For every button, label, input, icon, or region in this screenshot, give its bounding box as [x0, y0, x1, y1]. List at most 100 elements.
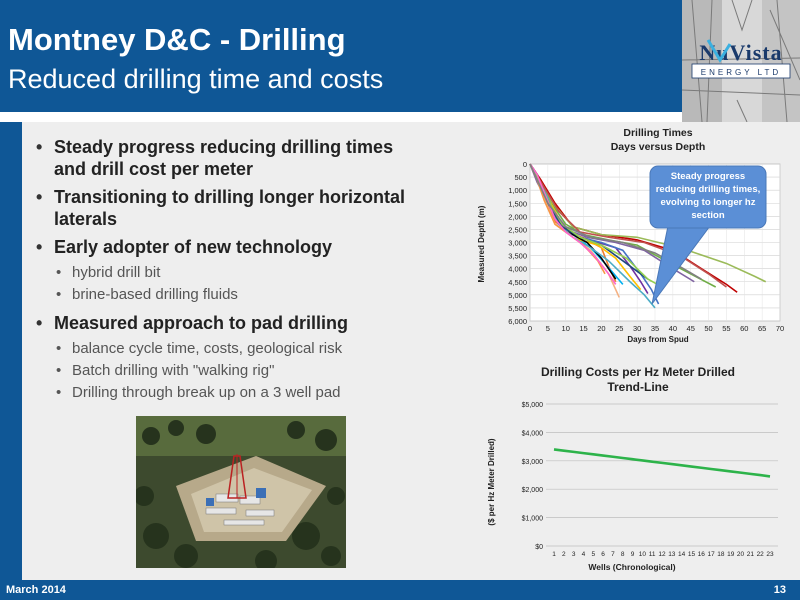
y-axis-ticks: 0 500 1,000 1,500 2,000 2,500 3,000 3,500 4,000 4… — [508, 160, 527, 326]
drilling-costs-chart: Drilling Costs per Hz Meter Drilled Tren… — [487, 365, 778, 572]
x-tick-label: 1 — [552, 551, 556, 558]
y-tick-label: 0 — [523, 160, 527, 169]
y-tick-label: 500 — [514, 173, 527, 182]
x-tick-label: 3 — [572, 551, 576, 558]
logo-background-photo — [682, 0, 800, 122]
sub-bullet-item: Batch drilling with "walking rig" — [54, 360, 416, 382]
y-tick-label: $5,000 — [522, 402, 544, 409]
x-tick-label: 13 — [668, 551, 676, 558]
x-tick-label: 70 — [776, 324, 784, 333]
x-tick-label: 14 — [678, 551, 686, 558]
slide-title: Montney D&C - Drilling — [8, 22, 346, 57]
y-tick-label: $1,000 — [522, 516, 544, 523]
page-number: 13 — [773, 584, 786, 596]
sub-bullet-item: brine-based drilling fluids — [54, 284, 416, 306]
left-accent-bar — [0, 122, 22, 580]
y-tick-label: $0 — [535, 544, 543, 551]
x-axis-ticks: 1 2 3 4 5 6 7 8 9 10 11 12 13 14 15 16 17 18 19 20 21 22 23 — [552, 551, 774, 558]
footer-date: March 2014 — [6, 584, 66, 596]
x-tick-label: 20 — [597, 324, 605, 333]
y-tick-label: $4,000 — [522, 430, 544, 437]
x-tick-label: 55 — [722, 324, 730, 333]
y-axis-ticks: $0 $1,000 $2,000 $3,000 $4,000 $5,000 — [522, 402, 544, 551]
chart-grid — [546, 403, 778, 547]
x-axis-label: Wells (Chronological) — [588, 562, 675, 572]
x-tick-label: 22 — [757, 551, 765, 558]
sub-bullet-list: balance cycle time, costs, geological ri… — [54, 338, 416, 404]
trend-line — [553, 448, 771, 478]
y-tick-label: 3,500 — [508, 252, 527, 261]
x-tick-label: 18 — [717, 551, 725, 558]
x-tick-label: 20 — [737, 551, 745, 558]
slide-subtitle: Reduced drilling time and costs — [8, 64, 384, 94]
x-tick-label: 25 — [615, 324, 623, 333]
x-tick-label: 11 — [649, 551, 656, 558]
series-line — [529, 163, 738, 293]
x-tick-label: 10 — [639, 551, 647, 558]
x-tick-label: 15 — [688, 551, 696, 558]
x-tick-label: 50 — [704, 324, 712, 333]
x-tick-label: 16 — [698, 551, 706, 558]
x-tick-label: 17 — [707, 551, 715, 558]
x-tick-label: 9 — [631, 551, 635, 558]
bullet-item: Measured approach to pad drilling balanc… — [36, 312, 416, 404]
annotation-callout: Steady progress reducing drilling times,… — [649, 165, 767, 305]
logo-tagline: ENERGY LTD — [701, 68, 781, 77]
x-axis-ticks: 0 5 10 15 20 25 30 35 40 45 50 55 60 65 70 — [528, 324, 784, 333]
x-tick-label: 45 — [687, 324, 695, 333]
x-tick-label: 0 — [528, 324, 532, 333]
logo-name: NuVista — [699, 40, 782, 65]
chart-title: Drilling Costs per Hz Meter Drilled — [541, 365, 735, 379]
logo-wordmark: NuVista ENERGY LTD — [691, 39, 791, 79]
bullet-text: Transitioning to drilling longer horizon… — [54, 187, 405, 229]
bullet-item: Early adopter of new technology hybrid d… — [36, 236, 416, 306]
drilling-times-chart: Drilling Times Days versus Depth 05001,0… — [477, 127, 784, 344]
series-line — [529, 163, 617, 285]
x-tick-label: 15 — [579, 324, 587, 333]
series-line — [529, 163, 727, 288]
x-tick-label: 10 — [562, 324, 570, 333]
y-tick-label: 5,500 — [508, 304, 527, 313]
bullet-text: Measured approach to pad drilling — [54, 313, 349, 333]
sub-bullet-item: hybrid drill bit — [54, 262, 416, 284]
bullet-item: Transitioning to drilling longer horizon… — [36, 186, 416, 230]
y-tick-label: 4,500 — [508, 278, 527, 287]
y-axis-label: Measured Depth (m) — [477, 205, 486, 282]
x-tick-label: 23 — [766, 551, 774, 558]
sub-bullet-item: balance cycle time, costs, geological ri… — [54, 338, 416, 360]
y-tick-label: 5,000 — [508, 291, 527, 300]
x-tick-label: 30 — [633, 324, 641, 333]
x-tick-label: 4 — [582, 551, 586, 558]
y-tick-label: 1,000 — [508, 186, 527, 195]
x-tick-label: 40 — [669, 324, 677, 333]
y-tick-label: 1,500 — [508, 199, 527, 208]
y-tick-label: 2,500 — [508, 225, 527, 234]
x-axis-label: Days from Spud — [627, 335, 688, 344]
x-tick-label: 8 — [621, 551, 625, 558]
logo-text: NuVista ENERGY LTD — [690, 36, 792, 85]
drilling-rig-aerial-photo — [136, 416, 346, 568]
y-tick-label: $2,000 — [522, 487, 544, 494]
bullet-list: Steady progress reducing drilling times … — [36, 136, 416, 410]
chart-subtitle: Trend-Line — [607, 380, 669, 394]
x-tick-label: 21 — [747, 551, 755, 558]
chart-subtitle: Days versus Depth — [611, 141, 706, 153]
y-axis-label: ($ per Hz Meter Drilled) — [487, 438, 496, 525]
x-tick-label: 5 — [546, 324, 550, 333]
x-tick-label: 2 — [562, 551, 566, 558]
slide-header: Montney D&C - Drilling Reduced drilling … — [0, 0, 800, 112]
x-tick-label: 12 — [658, 551, 666, 558]
chart-series — [553, 448, 771, 478]
y-tick-label: 2,000 — [508, 212, 527, 221]
slide-footer: March 2014 13 — [0, 580, 800, 600]
y-tick-label: 6,000 — [508, 317, 527, 326]
bullet-text: Early adopter of new technology — [54, 237, 333, 257]
x-tick-label: 6 — [601, 551, 605, 558]
sub-bullet-item: Drilling through break up on a 3 well pa… — [54, 382, 416, 404]
chart-title: Drilling Times — [623, 127, 692, 139]
sub-bullet-list: hybrid drill bit brine-based drilling fl… — [54, 262, 416, 306]
x-tick-label: 60 — [740, 324, 748, 333]
y-tick-label: 3,000 — [508, 239, 527, 248]
y-tick-label: 4,000 — [508, 265, 527, 274]
bullet-text: Steady progress reducing drilling times … — [54, 137, 394, 179]
